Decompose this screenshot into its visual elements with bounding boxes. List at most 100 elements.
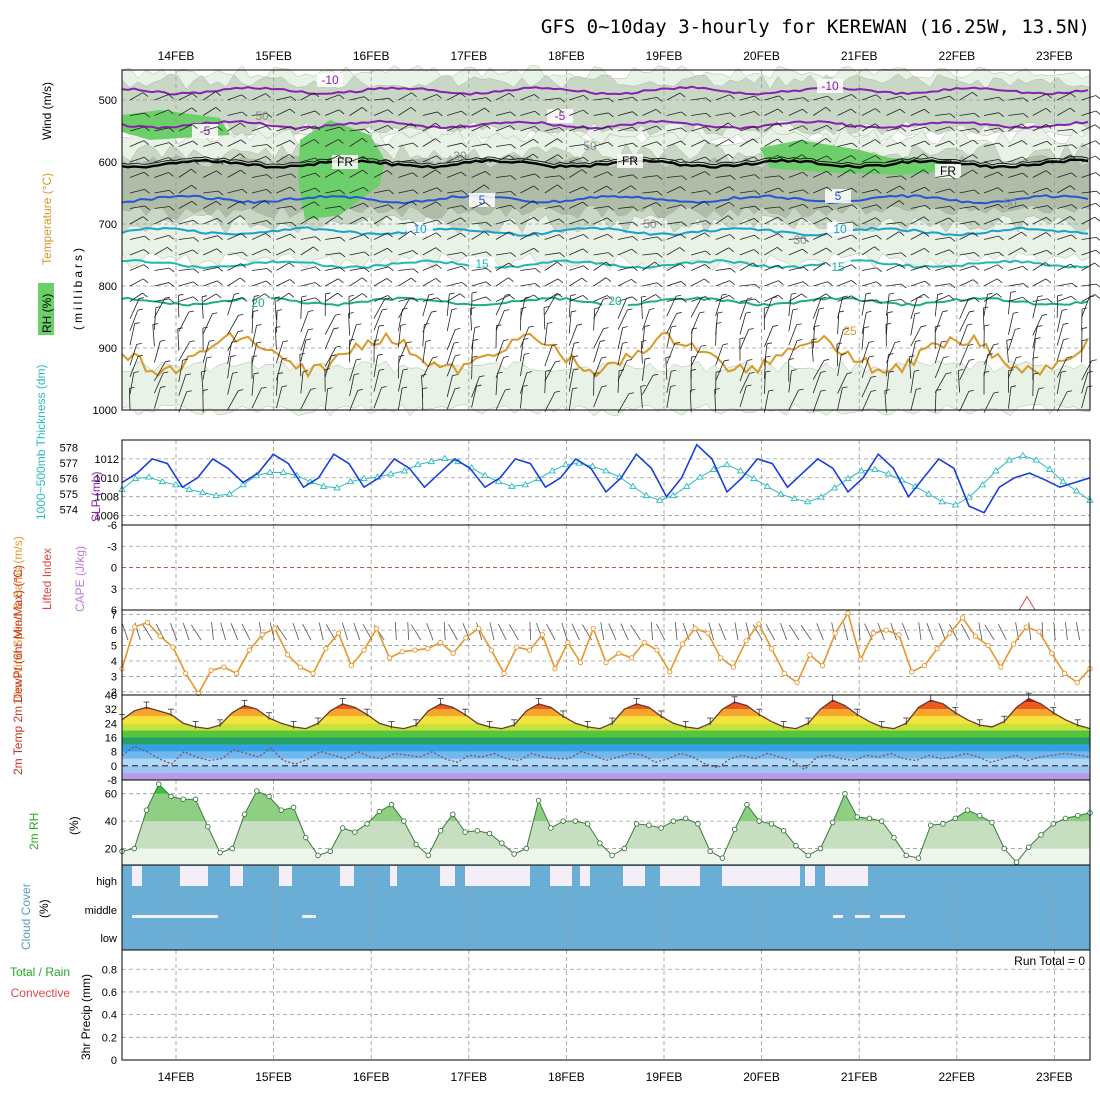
wind-barb (983, 187, 999, 194)
wind-barb-flag (264, 199, 270, 205)
wind10-barb (788, 624, 800, 641)
wind-barb (569, 295, 584, 302)
wind-barb-flag (436, 264, 442, 269)
wind-barb-flag (460, 155, 466, 160)
wind10-line-marker (488, 647, 495, 653)
wind-barb (861, 234, 877, 240)
wind-barb-flag (313, 215, 319, 221)
wind-barb-flag (169, 206, 175, 211)
wind-barb-flag (680, 140, 687, 146)
date-label-top: 20FEB (743, 49, 780, 63)
isotherm-line-fr-outline (121, 156, 1089, 166)
cloud-cover-tick-label: high (96, 876, 117, 888)
wind-barb-flag (485, 171, 491, 176)
thickness-line-marker (198, 488, 207, 495)
wind-barb (398, 201, 412, 209)
wind-barb-flag (632, 174, 639, 180)
wind-barb (861, 123, 876, 132)
wind-barb (398, 298, 410, 319)
wind-barb-flag (436, 201, 442, 207)
wind-barb (837, 312, 840, 335)
wind-barb (1032, 93, 1047, 101)
wind-barb (666, 92, 681, 101)
wind-barb (959, 298, 969, 320)
wind-barb (276, 386, 283, 409)
wind-barb-flag (314, 125, 321, 131)
wind-barb-flag (254, 295, 260, 297)
wind-barb-flag (925, 95, 931, 101)
wind-barb-flag (303, 370, 309, 373)
wind-barb-flag (1091, 359, 1097, 362)
wind-barb-flag (583, 95, 589, 100)
wind-barb-flag (924, 280, 931, 286)
wind-barb-flag (777, 246, 783, 252)
wind-barb (276, 279, 291, 287)
wind-barb (495, 373, 498, 396)
rh-contour-label: 50 (643, 217, 657, 231)
wind-barb (422, 138, 436, 147)
wind-barb-flag (573, 368, 579, 371)
rh2m-marker (278, 807, 285, 813)
wind-barb-flag (656, 97, 663, 102)
wind-barb (422, 264, 437, 271)
wind-barb (812, 360, 825, 380)
wind-barb (373, 143, 389, 147)
wind-barb-flag (680, 233, 687, 239)
wind10-line-marker (768, 645, 775, 652)
wind-barb (154, 94, 169, 101)
wind-barb (202, 91, 216, 101)
lifted-index-axis-label: Lifted Index (40, 548, 54, 610)
wind10-line-marker (399, 649, 405, 655)
wind-barb (227, 188, 243, 194)
wind-barb (666, 343, 676, 364)
wind-barb (666, 158, 682, 163)
wind-barb-flag (266, 113, 273, 118)
wind-barb (642, 175, 658, 178)
wind10-barb (997, 623, 1007, 641)
wind-barb-flag (387, 170, 393, 175)
wind-barb-flag (534, 110, 541, 116)
wind-barb-flag (193, 219, 199, 225)
wind-barb-flag (413, 268, 419, 274)
wind-barb-flag (310, 387, 316, 390)
wind-barb-flag (485, 296, 492, 302)
wind-barb-flag (1008, 369, 1014, 372)
wind-barb (910, 126, 926, 132)
rh2m-marker (707, 848, 713, 855)
wind-barb-flag (802, 139, 808, 145)
wind-barb-flag (400, 323, 406, 326)
wind-barb (447, 281, 462, 287)
wind-barb (886, 95, 902, 101)
wind-barb-flag (437, 111, 443, 117)
wind-barb (1081, 294, 1096, 302)
wind-barb-flag (313, 201, 320, 207)
wind-barb (593, 341, 601, 363)
cloud-gap-high (180, 866, 208, 886)
rh2m-marker (976, 812, 983, 819)
wind-barb-flag (411, 92, 417, 98)
wind10-barb (407, 622, 409, 641)
thickness-line-marker (145, 473, 153, 480)
wind-barb-flag (900, 142, 907, 147)
wind-barb-flag (461, 282, 468, 287)
wind-barb (959, 112, 975, 116)
wind-barb (373, 298, 386, 319)
wind-barb-flag (674, 341, 681, 344)
isotherm-label-bg (935, 164, 961, 178)
wind-barb (666, 111, 682, 116)
wind-barb (764, 187, 779, 194)
wind-barb (593, 261, 607, 271)
wind-barb (934, 357, 944, 379)
wind-barb (788, 237, 804, 240)
cloud-gap-high (722, 866, 800, 886)
thickness-line-marker (682, 482, 691, 489)
wind-barb-flag (681, 221, 687, 227)
wind-barb (373, 109, 388, 116)
wind-barb (154, 298, 170, 302)
wind-barb-flag (555, 360, 561, 363)
wind-barb (544, 261, 558, 271)
wind-barb (813, 217, 827, 225)
wind-barb-flag (364, 251, 370, 257)
wind-barb (300, 139, 315, 147)
wind-barb (251, 113, 267, 116)
